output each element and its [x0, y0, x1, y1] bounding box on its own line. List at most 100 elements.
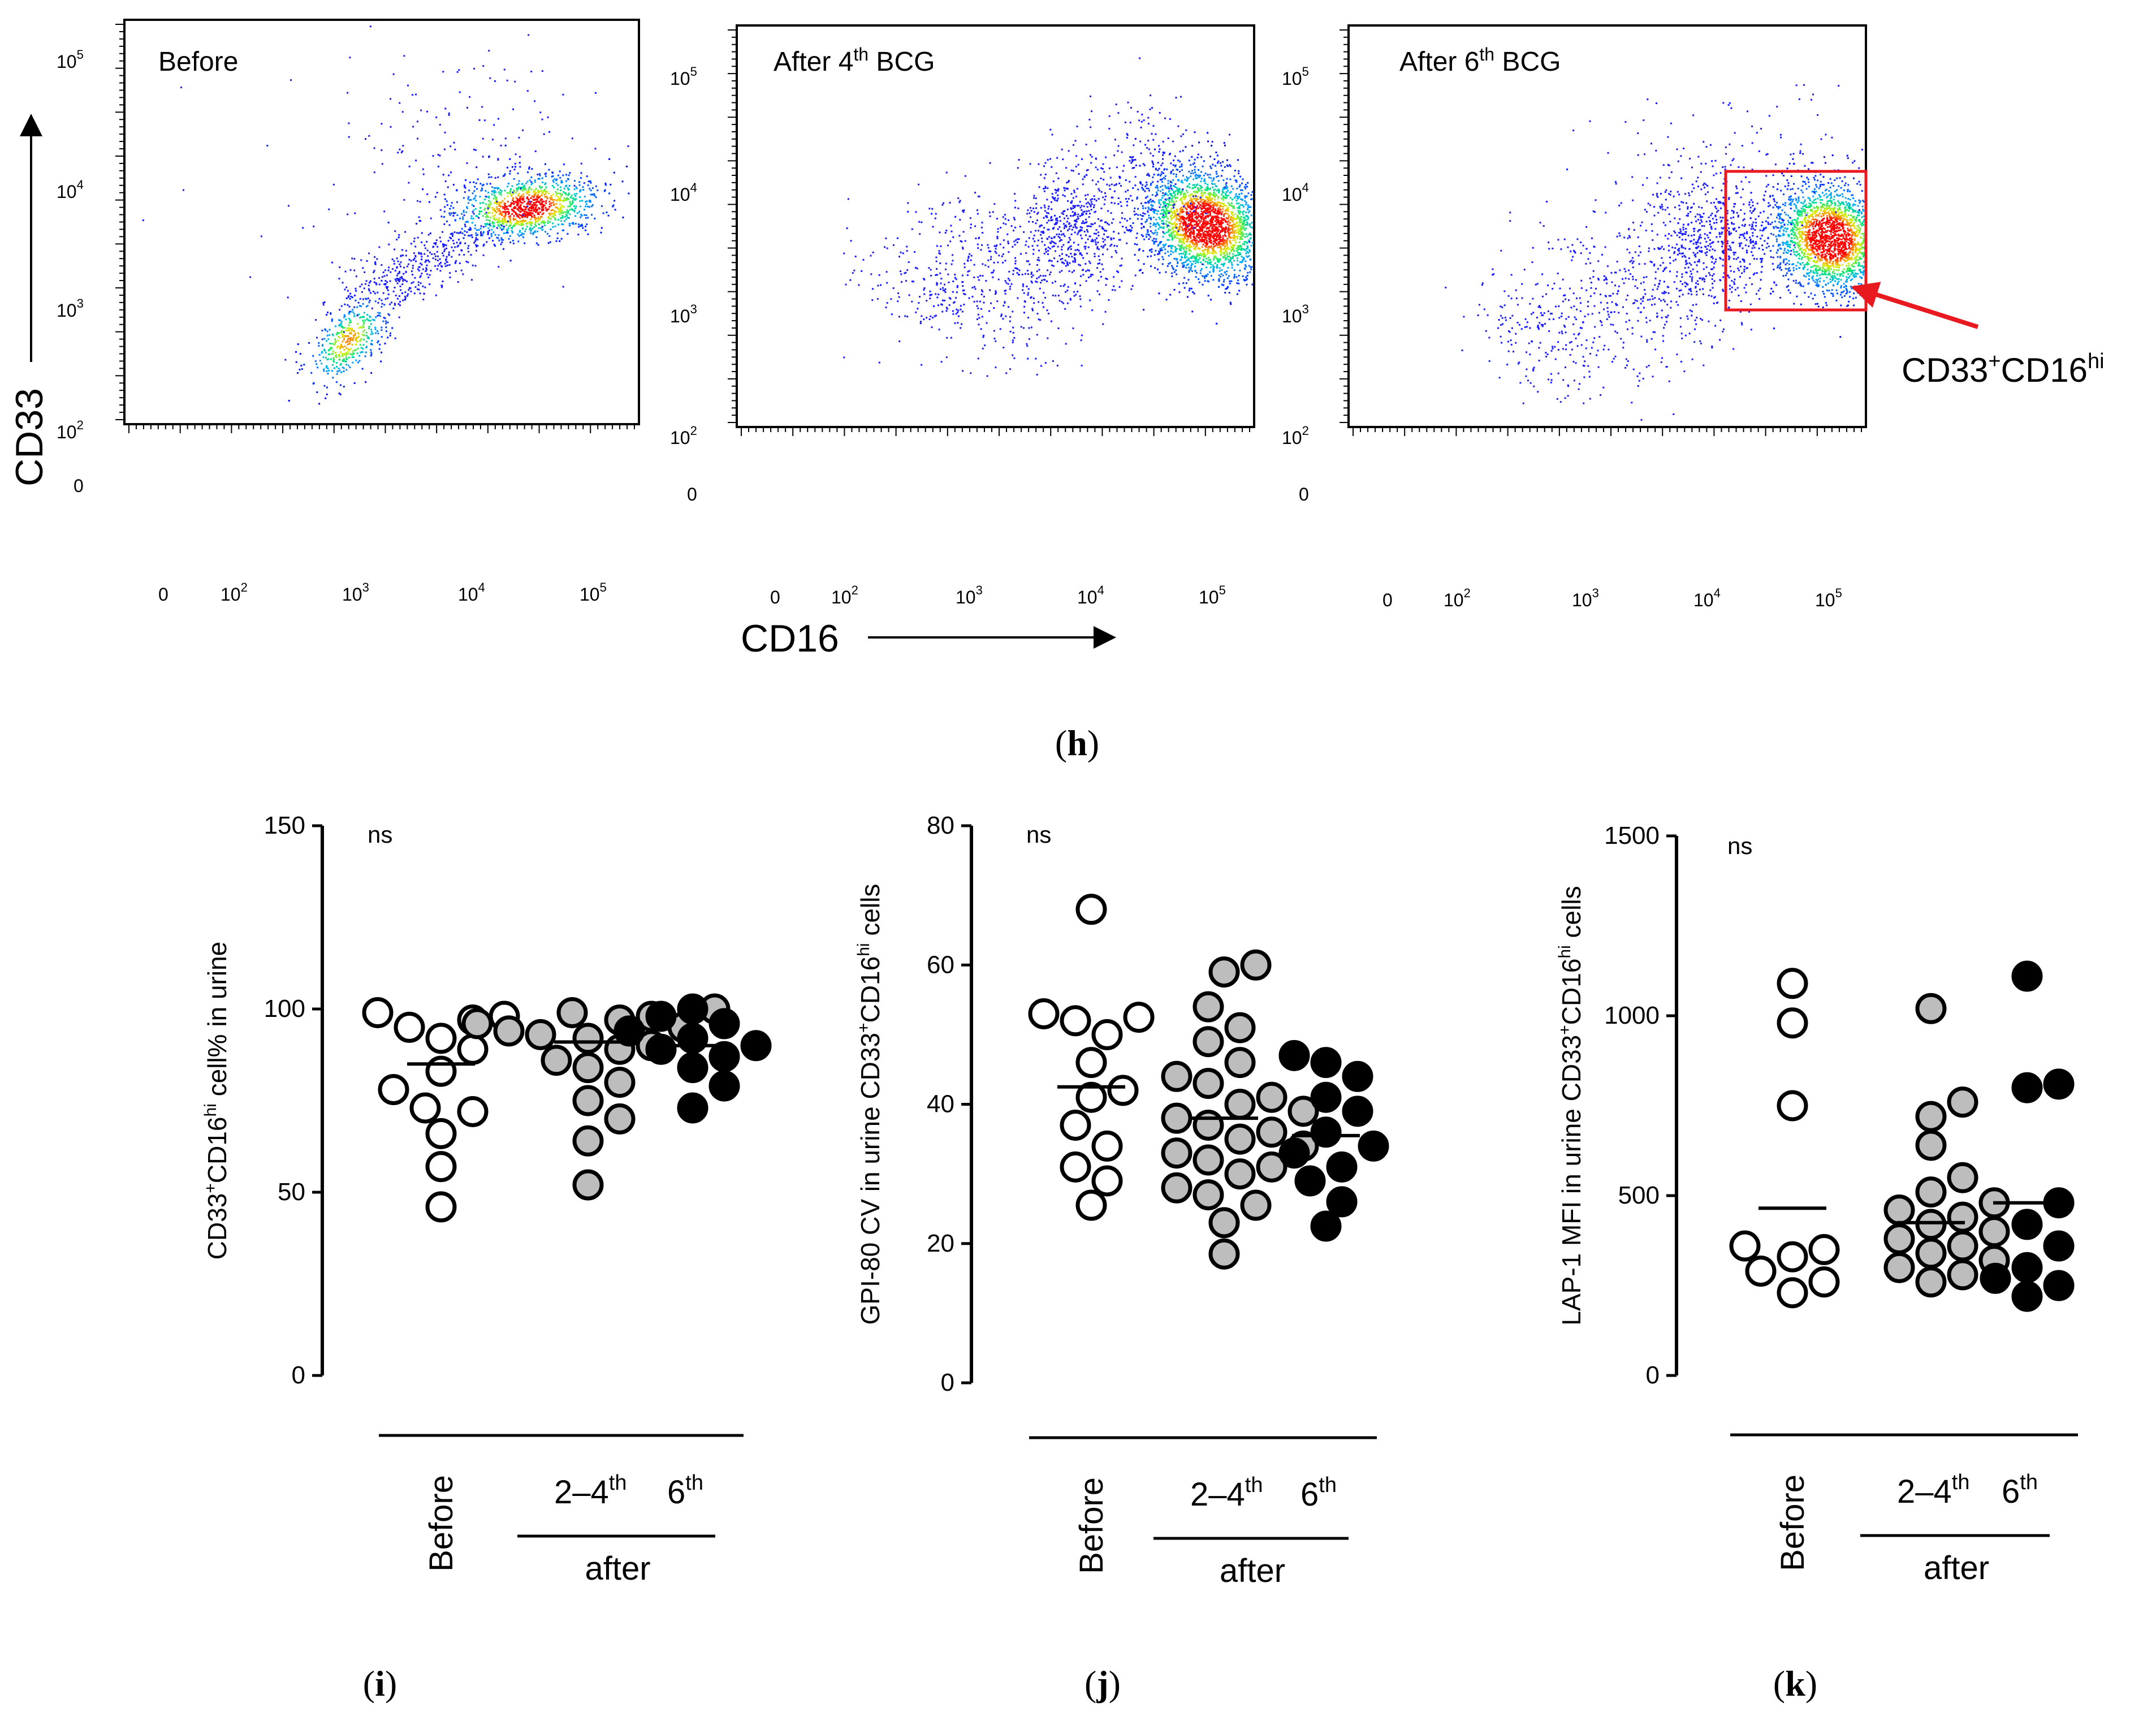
- flow-event-dot: [1173, 226, 1176, 228]
- flow-event-dot: [421, 273, 423, 275]
- flow-event-dot: [573, 209, 575, 212]
- flow-event-dot: [1164, 185, 1166, 187]
- flow-event-dot: [1167, 194, 1169, 196]
- flow-event-dot: [1200, 201, 1202, 203]
- flow-event-dot: [1204, 192, 1206, 194]
- flow-event-dot: [542, 209, 545, 212]
- flow-event-dot: [1235, 200, 1238, 202]
- flow-event-dot: [1193, 206, 1195, 209]
- flow-event-dot: [1156, 210, 1159, 212]
- flow-event-dot: [381, 264, 383, 266]
- flow-event-dot: [550, 199, 552, 201]
- flow-event-dot: [1090, 209, 1092, 211]
- flow-event-dot: [1196, 196, 1199, 197]
- flow-event-dot: [1178, 248, 1181, 250]
- flow-event-dot: [485, 216, 487, 218]
- flow-event-dot: [1222, 244, 1224, 247]
- flow-event-dot: [548, 235, 551, 237]
- flow-event-dot: [539, 211, 541, 213]
- flow-event-dot: [1222, 243, 1225, 245]
- flow-event-dot: [435, 243, 437, 245]
- flow-event-dot: [1217, 230, 1219, 232]
- flow-event-dot: [552, 181, 555, 183]
- flow-event-dot: [1163, 212, 1165, 214]
- flow-event-dot: [1220, 248, 1222, 250]
- flow-event-dot: [519, 230, 521, 232]
- flow-event-dot: [401, 276, 403, 278]
- flow-event-dot: [522, 213, 524, 215]
- flow-event-dot: [534, 207, 537, 209]
- flow-event-dot: [1025, 244, 1027, 246]
- flow-event-dot: [1172, 179, 1174, 181]
- flow-event-dot: [399, 102, 401, 104]
- flow-event-dot: [522, 214, 524, 216]
- flow-event-dot: [1231, 205, 1233, 207]
- flow-event-dot: [1220, 273, 1222, 275]
- flow-event-dot: [1232, 225, 1234, 227]
- flow-event-dot: [1142, 250, 1144, 252]
- flow-event-dot: [1074, 253, 1077, 256]
- flow-event-dot: [435, 258, 437, 261]
- flow-event-dot: [1227, 267, 1229, 269]
- flow-event-dot: [511, 185, 513, 187]
- flow-event-dot: [1223, 218, 1225, 220]
- flow-event-dot: [1212, 222, 1214, 224]
- flow-event-dot: [1212, 240, 1215, 243]
- flow-event-dot: [1168, 189, 1170, 192]
- flow-event-dot: [489, 201, 491, 203]
- flow-event-dot: [497, 237, 499, 239]
- flow-event-dot: [1195, 174, 1197, 176]
- flow-event-dot: [566, 209, 568, 212]
- flow-event-dot: [464, 242, 466, 244]
- flow-event-dot: [357, 332, 359, 334]
- flow-event-dot: [1159, 190, 1161, 192]
- flow-event-dot: [1192, 212, 1194, 213]
- flow-event-dot: [1194, 246, 1196, 248]
- flow-event-dot: [1093, 206, 1095, 209]
- flow-event-dot: [1183, 251, 1186, 253]
- flow-event-dot: [1208, 241, 1211, 243]
- flow-event-dot: [436, 251, 438, 253]
- flow-event-dot: [1201, 205, 1203, 207]
- flow-event-dot: [527, 208, 529, 210]
- flow-event-dot: [1040, 206, 1042, 209]
- flow-event-dot: [1182, 215, 1184, 218]
- flow-event-dot: [1202, 201, 1204, 203]
- flow-event-dot: [504, 209, 506, 210]
- flow-event-dot: [1006, 233, 1009, 235]
- flow-event-dot: [1199, 187, 1202, 189]
- flow-event-dot: [1222, 237, 1224, 239]
- flow-event-dot: [1002, 318, 1004, 320]
- flow-event-dot: [1186, 176, 1188, 178]
- flow-event-dot: [542, 228, 544, 231]
- flow-event-dot: [567, 212, 569, 214]
- flow-event-dot: [1072, 197, 1074, 199]
- flow-event-dot: [1204, 277, 1206, 279]
- flow-event-dot: [539, 199, 542, 201]
- flow-event-dot: [404, 231, 407, 233]
- flow-event-dot: [339, 319, 341, 321]
- flow-event-dot: [1212, 243, 1215, 245]
- flow-event-dot: [402, 255, 404, 257]
- flow-event-dot: [1235, 226, 1237, 228]
- flow-event-dot: [1187, 257, 1190, 260]
- flow-event-dot: [1032, 238, 1034, 240]
- flow-event-dot: [388, 266, 390, 269]
- flow-event-dot: [1183, 193, 1185, 195]
- flow-event-dot: [1180, 199, 1182, 201]
- flow-event-dot: [1173, 192, 1176, 194]
- flow-event-dot: [1221, 169, 1224, 171]
- flow-event-dot: [355, 338, 357, 340]
- flow-event-dot: [502, 218, 504, 221]
- flow-event-dot: [1194, 257, 1196, 260]
- flow-event-dot: [529, 228, 531, 230]
- flow-event-dot: [514, 166, 516, 168]
- flow-event-dot: [1197, 217, 1199, 219]
- flow-event-dot: [1073, 291, 1075, 293]
- flow-event-dot: [522, 196, 525, 198]
- flow-event-dot: [580, 189, 582, 191]
- flow-event-dot: [559, 203, 561, 205]
- flow-event-dot: [491, 222, 494, 224]
- flow-event-dot: [1221, 221, 1223, 223]
- flow-event-dot: [384, 317, 386, 320]
